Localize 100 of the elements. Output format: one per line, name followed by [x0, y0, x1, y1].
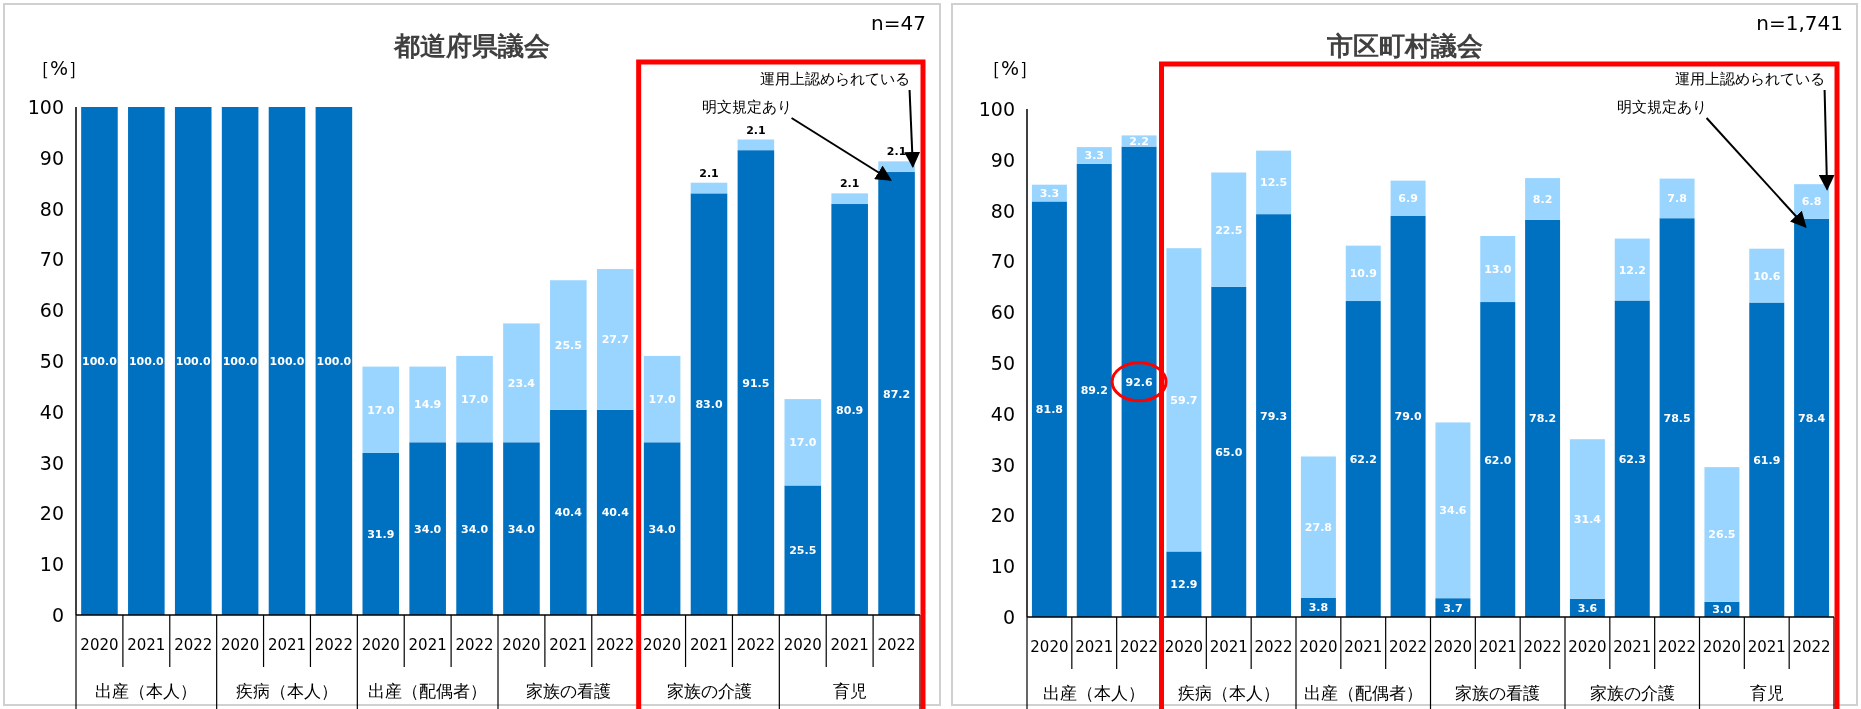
x-tick-label: 2020	[1568, 638, 1607, 656]
y-axis-title: ［%］	[31, 57, 88, 79]
data-label: 22.5	[1215, 223, 1243, 237]
bar	[1166, 551, 1202, 617]
bar	[643, 442, 681, 615]
bar	[1345, 301, 1381, 617]
data-label: 17.0	[648, 393, 677, 407]
bar	[268, 107, 306, 615]
bar	[690, 182, 728, 194]
bar	[1659, 218, 1695, 617]
bar	[1076, 163, 1112, 617]
bar	[1614, 300, 1650, 617]
x-tick-label: 2021	[1613, 638, 1652, 656]
x-tick-label: 2022	[1388, 638, 1428, 656]
bar	[878, 172, 915, 615]
data-label: 100.0	[128, 355, 165, 368]
data-label: 91.5	[742, 376, 770, 390]
bar	[362, 366, 400, 453]
data-label: 23.4	[507, 376, 536, 390]
data-label: 3.3	[1039, 187, 1060, 201]
x-tick-label: 2022	[455, 636, 494, 654]
data-label: 59.7	[1170, 393, 1198, 407]
data-label: 92.6	[1125, 375, 1153, 389]
data-label: 6.9	[1398, 192, 1418, 206]
data-label: 78.4	[1798, 411, 1826, 425]
data-label: 31.4	[1573, 512, 1602, 526]
bar	[174, 107, 212, 615]
data-label: 13.0	[1484, 263, 1512, 277]
x-tick-label: 2021	[408, 636, 447, 654]
x-tick-label: 2020	[361, 636, 400, 654]
text: 家族の看護	[525, 681, 611, 701]
data-label: 3.0	[1712, 603, 1732, 617]
data-label: 3.7	[1443, 601, 1463, 615]
x-tick-label: 2022	[877, 636, 916, 654]
y-tick-label: 30	[39, 451, 64, 474]
data-label: 100.0	[175, 355, 211, 368]
text: 明文規定あり	[1616, 98, 1707, 116]
data-label: 17.0	[789, 436, 817, 450]
data-label: 83.0	[695, 398, 723, 412]
bar	[737, 150, 775, 615]
x-tick-label: 2022	[1254, 638, 1293, 656]
data-label: 17.0	[367, 403, 395, 417]
x-tick-label: 2020	[1702, 638, 1742, 656]
chart-title: 都道府県議会	[393, 31, 550, 61]
x-tick-label: 2022	[314, 636, 353, 654]
y-tick-label: 50	[990, 352, 1015, 374]
data-label: 14.9	[414, 398, 442, 412]
data-label: 10.6	[1753, 269, 1781, 283]
bar	[831, 193, 868, 205]
data-label: 34.0	[507, 522, 536, 536]
text: 出産（配偶者）	[1303, 683, 1423, 703]
data-label: 65.0	[1215, 445, 1243, 459]
bar	[503, 442, 540, 615]
data-label: 79.0	[1394, 410, 1422, 424]
text: 育児	[1749, 683, 1784, 703]
x-tick-label: 2020	[1030, 638, 1069, 656]
data-label: 78.2	[1529, 412, 1557, 426]
bar	[1211, 286, 1247, 617]
bar	[1031, 201, 1067, 617]
bar	[1390, 180, 1426, 216]
y-tick-label: 80	[990, 199, 1015, 222]
data-label: 2.1	[839, 177, 860, 191]
y-tick-label: 90	[39, 146, 64, 169]
bar	[1749, 248, 1785, 303]
bar	[1569, 439, 1605, 599]
data-label: 3.8	[1308, 601, 1329, 615]
y-tick-label: 20	[39, 502, 64, 525]
bar	[456, 442, 493, 615]
data-label: 3.6	[1577, 601, 1598, 615]
y-tick-label: 0	[1002, 606, 1015, 628]
x-tick-label: 2021	[1075, 638, 1114, 656]
bar	[831, 204, 868, 615]
bar	[362, 452, 400, 615]
x-tick-label: 2021	[267, 636, 307, 654]
bar	[1121, 146, 1157, 617]
data-label: 17.0	[460, 393, 489, 407]
data-label: 6.8	[1801, 195, 1822, 209]
bar	[596, 269, 634, 410]
data-label: 100.0	[82, 355, 118, 368]
data-label: 80.9	[836, 403, 864, 417]
x-tick-label: 2022	[1792, 638, 1831, 656]
y-tick-label: 60	[39, 299, 64, 322]
y-tick-label: 40	[39, 400, 64, 423]
bar	[643, 355, 681, 443]
data-label: 12.2	[1618, 263, 1646, 277]
text: 出産（本人）	[95, 681, 198, 701]
bar	[1256, 214, 1292, 617]
bar	[784, 399, 822, 486]
data-label: 100.0	[316, 355, 352, 368]
data-label: 61.9	[1753, 453, 1781, 467]
bar	[1166, 248, 1202, 552]
data-label: 89.2	[1080, 384, 1108, 398]
data-label: 100.0	[269, 355, 305, 368]
data-label: 100.0	[222, 355, 258, 368]
x-tick-label: 2021	[1478, 638, 1517, 656]
x-tick-label: 2020	[80, 636, 119, 654]
bar	[1704, 467, 1740, 602]
data-label: 34.0	[460, 522, 489, 536]
y-tick-label: 100	[978, 98, 1015, 120]
data-label: 3.3	[1084, 149, 1104, 163]
